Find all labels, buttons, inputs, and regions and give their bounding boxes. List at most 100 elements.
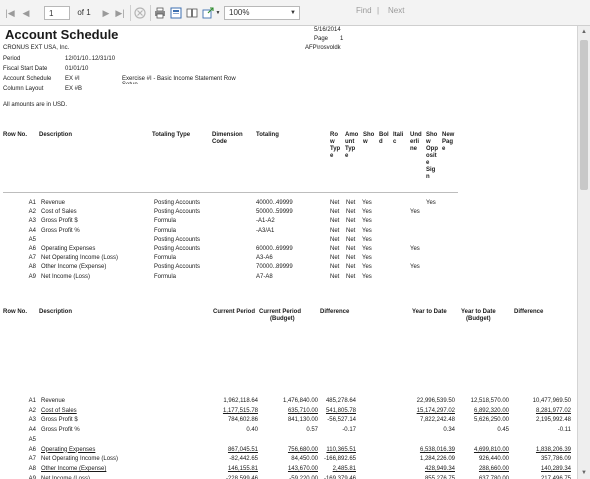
row-amount-type: Net: [346, 246, 356, 252]
col-row-type-part: Typ: [330, 146, 341, 152]
row-opposite-sign: Yes: [426, 200, 436, 206]
next-page-icon[interactable]: ▶: [102, 8, 110, 18]
row-totaling: 70000..89999: [256, 264, 293, 271]
row-no: A9: [28, 273, 36, 280]
row-type: Net: [330, 255, 340, 262]
amt-current-period: 867,045.51: [227, 446, 258, 453]
amt-row-no: A8: [28, 465, 36, 472]
export-dropdown-icon[interactable]: ▼: [215, 10, 221, 16]
row-underline: Yes: [410, 209, 420, 216]
vertical-scrollbar[interactable]: ▲ ▼: [577, 26, 590, 479]
zoom-value: 100%: [229, 8, 250, 17]
row-totaling-type: Formula: [154, 255, 177, 262]
row-amount-type: Net: [346, 227, 356, 234]
row-totaling: 40000..49999: [256, 200, 293, 206]
col-italic-part: Itali: [393, 132, 404, 138]
amt-difference-2: 217,496.75: [540, 475, 571, 479]
amt-year-to-date: 1,284,226.09: [419, 456, 455, 463]
row-totaling-type: Posting Accounts: [154, 209, 201, 216]
amt-current-period-budget: 143,670.00: [287, 465, 318, 472]
col-amount-type-part: e: [345, 153, 349, 159]
amt-difference-2: 357,786.09: [540, 456, 571, 463]
col-dimension-code-2: Code: [212, 139, 227, 145]
amt-year-to-date: 428,949.34: [424, 465, 455, 472]
scrollbar-thumb[interactable]: [580, 40, 588, 190]
info-value-column-layout: EX #B: [65, 86, 83, 92]
info-label-column-layout: Column Layout: [3, 86, 44, 92]
amt-year-to-date-budget: 4,699,810.00: [473, 446, 509, 453]
amt-year-to-date: 855,276.75: [424, 475, 455, 479]
amt-difference-2: 2,195,992.48: [535, 417, 571, 424]
amt-current-period: 1,177,515.78: [222, 407, 258, 414]
page-number-input[interactable]: 1: [44, 6, 70, 20]
row-totaling-type: Posting Accounts: [154, 264, 201, 271]
report-user: AFP\rosvoldk: [305, 45, 341, 51]
col-description: Description: [39, 132, 73, 138]
row-description: Gross Profit $: [41, 218, 78, 225]
amt-current-period-budget: 1,476,840.00: [282, 398, 318, 404]
amt-current-period-budget: 635,710.00: [287, 407, 318, 414]
amt-year-to-date: 7,822,242.48: [419, 417, 455, 424]
last-page-icon[interactable]: ▶|: [115, 8, 125, 18]
row-no: A6: [28, 246, 36, 252]
amt-col-ytd-budget-2: (Budget): [466, 316, 491, 322]
col-underline-part: Und: [410, 132, 422, 138]
info-label-fiscal-start: Fiscal Start Date: [3, 66, 48, 72]
page-count-label: of 1: [77, 8, 91, 17]
row-type: Net: [330, 218, 340, 225]
row-totaling: A3-A6: [256, 255, 273, 262]
row-type: Net: [330, 236, 340, 243]
previous-page-icon[interactable]: ◀: [22, 8, 30, 18]
col-dimension-code-1: Dimension: [212, 132, 243, 138]
row-show: Yes: [362, 264, 372, 271]
row-description: Revenue: [41, 200, 66, 206]
col-totaling: Totaling: [256, 132, 279, 138]
row-show: Yes: [362, 209, 372, 216]
row-amount-type: Net: [346, 218, 356, 225]
col-row-type-part: w: [330, 139, 335, 145]
row-no: A2: [28, 209, 36, 216]
col-show-opposite-sign-part: osit: [426, 153, 437, 159]
report-date: 5/16/2014: [314, 27, 341, 33]
export-icon[interactable]: [202, 7, 214, 19]
first-page-icon[interactable]: |◀: [5, 8, 15, 18]
row-totaling-type: Posting Accounts: [154, 246, 201, 252]
row-amount-type: Net: [346, 200, 356, 206]
amt-difference: -169,379.46: [323, 475, 356, 479]
scroll-up-icon[interactable]: ▲: [581, 29, 587, 35]
col-show-opposite-sign-part: w: [426, 139, 431, 145]
scroll-down-icon[interactable]: ▼: [581, 470, 587, 476]
zoom-select[interactable]: 100% ▼: [224, 6, 300, 20]
amt-row-no: A5: [28, 436, 36, 443]
row-description: Gross Profit %: [41, 227, 80, 234]
row-show: Yes: [362, 200, 372, 206]
schedule-description: Exercise #I - Basic Income Statement Row: [122, 76, 236, 82]
find-next-link[interactable]: Next: [388, 6, 405, 15]
col-italic-part: c: [393, 139, 397, 145]
amt-year-to-date: 6,538,016.39: [419, 446, 455, 453]
col-underline-part: ne: [410, 146, 418, 152]
amt-difference-2: -0.11: [557, 427, 571, 434]
amt-col-ytd-budget-1: Year to Date: [461, 309, 496, 315]
row-totaling-type: Posting Accounts: [154, 200, 201, 206]
row-description: Cost of Sales: [41, 209, 77, 216]
amt-row-no: A9: [28, 475, 36, 479]
print-layout-icon[interactable]: [170, 7, 182, 19]
row-no: A5: [28, 236, 36, 243]
amt-row-no: A2: [28, 407, 36, 414]
amt-row-description: Net Operating Income (Loss): [41, 456, 119, 463]
find-link[interactable]: Find: [356, 6, 372, 15]
amt-year-to-date-budget: 288,660.00: [478, 465, 509, 472]
print-icon[interactable]: [154, 7, 166, 19]
amt-difference-2: 8,281,977.02: [535, 407, 571, 414]
amt-row-description: Gross Profit %: [41, 427, 80, 434]
row-show: Yes: [362, 218, 372, 225]
amt-difference: -0.17: [342, 427, 356, 434]
row-totaling: A7-A8: [256, 273, 273, 280]
report-page-label: Page: [314, 36, 329, 42]
report-page-number: 1: [340, 36, 344, 42]
stop-icon[interactable]: [134, 7, 146, 19]
amt-col-year-to-date: Year to Date: [412, 309, 447, 315]
col-new-page-part: New: [442, 132, 455, 138]
page-setup-icon[interactable]: [186, 7, 198, 19]
